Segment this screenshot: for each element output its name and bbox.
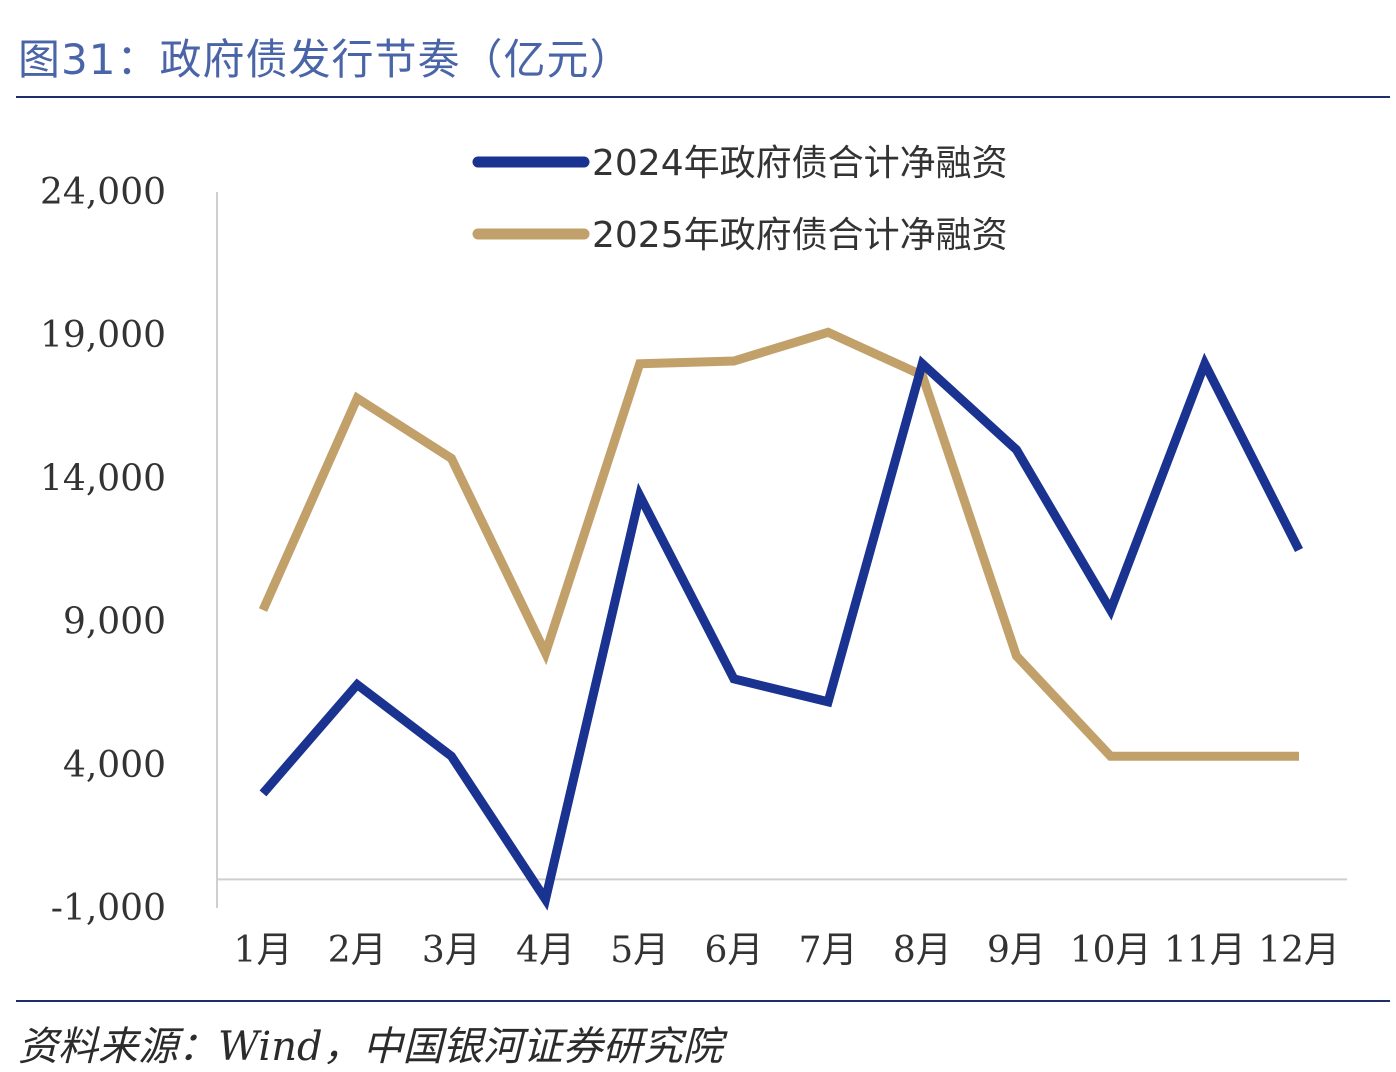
y-axis-ticks: 24,000 19,000 14,000 9,000 4,000 -1,000 xyxy=(40,172,166,929)
x-tick-label: 7月 xyxy=(799,930,858,971)
legend-label: 2025年政府债合计净融资 xyxy=(592,215,1008,256)
x-tick-label: 3月 xyxy=(422,930,481,971)
x-tick-label: 2月 xyxy=(328,930,387,971)
x-tick-label: 9月 xyxy=(987,930,1046,971)
y-tick-label: -1,000 xyxy=(51,888,166,929)
series-line-2025 xyxy=(258,327,1299,761)
x-tick-label: 8月 xyxy=(893,930,952,971)
x-tick-label: 12月 xyxy=(1258,930,1340,971)
y-tick-label: 19,000 xyxy=(40,315,166,356)
y-tick-label: 9,000 xyxy=(63,602,166,643)
x-tick-label: 4月 xyxy=(516,930,575,971)
x-tick-label: 11月 xyxy=(1164,930,1246,971)
line-chart: 24,000 19,000 14,000 9,000 4,000 -1,000 1月 2月 3… xyxy=(40,143,1347,971)
x-tick-label: 1月 xyxy=(234,930,293,971)
y-tick-label: 24,000 xyxy=(40,172,166,213)
source-note: 资料来源：Wind，中国银河证券研究院 xyxy=(18,1024,723,1070)
series-line-2024 xyxy=(259,352,1304,911)
legend: 2024年政府债合计净融资 2025年政府债合计净融资 xyxy=(472,143,1008,256)
x-axis-ticks: 1月 2月 3月 4月 5月 6月 7月 8月 9月 10月 11月 12月 xyxy=(234,930,1340,971)
legend-label: 2024年政府债合计净融资 xyxy=(592,143,1008,184)
source-divider xyxy=(16,1000,1390,1002)
figure-title: 图31：政府债发行节奏（亿元） xyxy=(18,35,633,84)
x-tick-label: 5月 xyxy=(610,930,669,971)
title-divider xyxy=(16,96,1390,98)
y-tick-label: 14,000 xyxy=(40,458,166,499)
chart-axes xyxy=(216,192,1347,908)
series-lines xyxy=(258,327,1304,911)
x-tick-label: 10月 xyxy=(1070,930,1152,971)
y-tick-label: 4,000 xyxy=(63,745,166,786)
x-tick-label: 6月 xyxy=(704,930,763,971)
